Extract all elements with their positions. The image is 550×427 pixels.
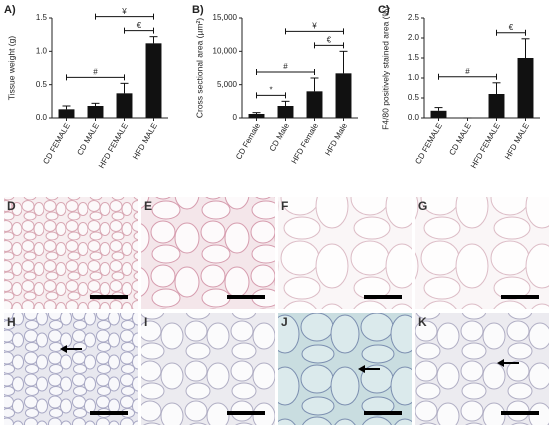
scale-bar xyxy=(364,295,402,299)
y-tick-label: 1.0 xyxy=(408,73,420,82)
histology-image xyxy=(4,197,138,309)
histology-image xyxy=(141,197,275,309)
x-tick-label: CD FEMALE xyxy=(41,122,72,166)
bar xyxy=(430,110,447,118)
bar xyxy=(488,94,505,118)
panel-title: B) xyxy=(192,4,204,16)
panel-title: A) xyxy=(4,4,16,16)
significance-mark: € xyxy=(327,35,332,44)
panel-label: F xyxy=(281,199,288,213)
y-tick-label: 15,000 xyxy=(213,13,238,22)
x-tick-label: HFD FEMALE xyxy=(97,122,130,170)
bar xyxy=(335,73,352,118)
panel-label: I xyxy=(144,315,147,329)
significance-mark: # xyxy=(93,67,98,76)
significance-mark: € xyxy=(137,21,142,30)
y-tick-label: 0.0 xyxy=(408,113,420,122)
panel-label: G xyxy=(418,199,427,213)
y-tick-label: 0.5 xyxy=(36,80,48,89)
significance-mark: € xyxy=(509,23,514,32)
x-tick-label: CD FEMALE xyxy=(413,122,444,166)
arrow-head xyxy=(497,359,504,367)
significance-mark: # xyxy=(465,67,470,76)
histology-image xyxy=(415,313,549,425)
histology-image xyxy=(415,197,549,309)
y-tick-label: 2.0 xyxy=(408,33,420,42)
bar xyxy=(248,114,265,118)
scale-bar xyxy=(227,295,265,299)
bar xyxy=(58,109,75,118)
significance-mark: # xyxy=(283,62,288,71)
x-tick-label: CD MALE xyxy=(447,122,473,157)
bar xyxy=(116,93,133,118)
bar xyxy=(277,106,294,118)
y-tick-label: 2.5 xyxy=(408,13,420,22)
panel-label: K xyxy=(418,315,427,329)
x-tick-label: HFD MALE xyxy=(503,122,531,162)
arrow-head xyxy=(358,365,365,373)
y-tick-label: 10,000 xyxy=(213,46,238,55)
y-tick-label: 0.0 xyxy=(36,113,48,122)
panel-label: J xyxy=(281,315,288,329)
y-axis-label: Cross sectional area (µm²) xyxy=(194,18,204,118)
significance-mark: ¥ xyxy=(311,21,317,30)
scale-bar xyxy=(501,295,539,299)
x-tick-label: HFD Male xyxy=(323,121,349,157)
y-axis-label: Tissue weight (g) xyxy=(6,36,16,101)
x-tick-label: HFD FEMALE xyxy=(469,122,502,170)
y-tick-label: 0 xyxy=(233,113,238,122)
panel-label: E xyxy=(144,199,152,213)
histology-image xyxy=(141,313,275,425)
bar xyxy=(87,106,104,118)
x-tick-label: HFD MALE xyxy=(131,122,159,162)
y-tick-label: 1.0 xyxy=(36,46,48,55)
panel-label: D xyxy=(7,199,16,213)
x-tick-label: CD Female xyxy=(234,121,262,161)
y-tick-label: 1.5 xyxy=(36,13,48,22)
x-tick-label: HFD Female xyxy=(290,121,321,165)
y-axis-label: F4/80 positively stained area (%) xyxy=(380,6,390,130)
scale-bar xyxy=(227,411,265,415)
arrow-head xyxy=(60,345,67,353)
scale-bar xyxy=(364,411,402,415)
scale-bar xyxy=(90,411,128,415)
significance-mark: * xyxy=(269,85,272,94)
bar xyxy=(306,91,323,118)
panel-label: H xyxy=(7,315,16,329)
histology-image xyxy=(278,313,412,425)
x-tick-label: CD MALE xyxy=(75,122,101,157)
panel-title: C) xyxy=(378,4,390,16)
scale-bar xyxy=(90,295,128,299)
histology-image xyxy=(278,197,412,309)
bar xyxy=(517,58,534,118)
bar xyxy=(145,43,162,119)
y-tick-label: 1.5 xyxy=(408,53,420,62)
histology-image xyxy=(4,313,138,425)
x-tick-label: CD Male xyxy=(268,121,292,153)
significance-mark: ¥ xyxy=(121,7,127,16)
scale-bar xyxy=(501,411,539,415)
y-tick-label: 5,000 xyxy=(217,80,238,89)
y-tick-label: 0.5 xyxy=(408,93,420,102)
